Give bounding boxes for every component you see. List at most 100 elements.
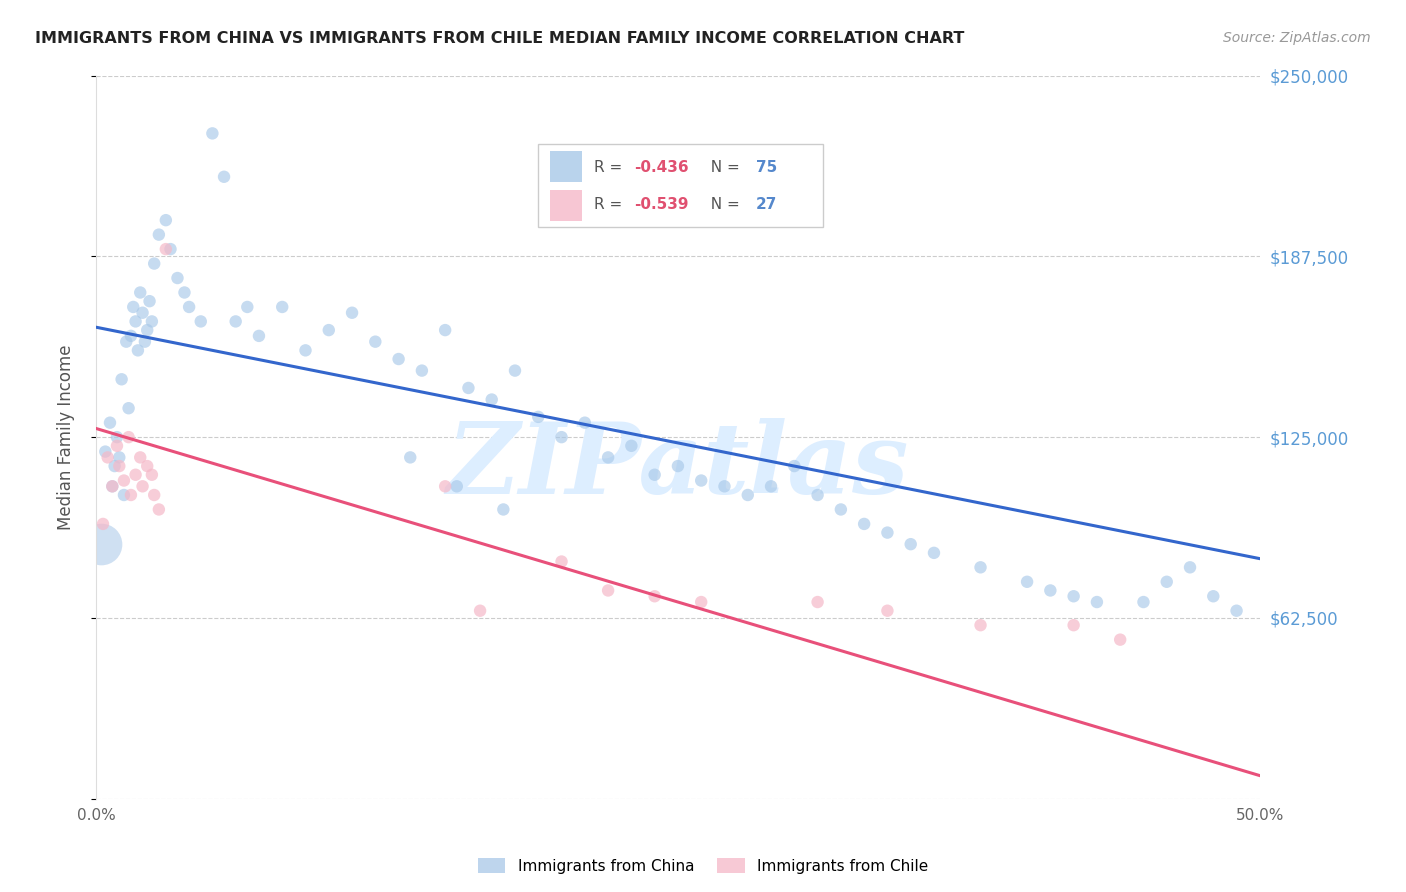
Point [340, 306, 363, 320]
Point [876, 525, 898, 540]
Point [807, 595, 830, 609]
Point [129, 285, 152, 300]
FancyBboxPatch shape [550, 152, 582, 182]
Point [236, 300, 259, 314]
Point [1063, 618, 1085, 632]
Point [713, 479, 735, 493]
Point [122, 300, 145, 314]
Point [141, 467, 163, 482]
Point [138, 294, 160, 309]
Point [1178, 560, 1201, 574]
Text: Source: ZipAtlas.com: Source: ZipAtlas.com [1223, 31, 1371, 45]
Point [131, 306, 153, 320]
Point [117, 430, 139, 444]
Point [783, 458, 806, 473]
Point [159, 242, 181, 256]
Point [90, 537, 112, 551]
Point [759, 479, 782, 493]
Point [173, 285, 195, 300]
Point [598, 583, 620, 598]
Text: IMMIGRANTS FROM CHINA VS IMMIGRANTS FROM CHILE MEDIAN FAMILY INCOME CORRELATION : IMMIGRANTS FROM CHINA VS IMMIGRANTS FROM… [35, 31, 965, 46]
Point [148, 502, 170, 516]
Point [143, 488, 166, 502]
Point [900, 537, 922, 551]
Text: -0.436: -0.436 [634, 160, 689, 175]
Text: R =: R = [595, 160, 627, 175]
Point [143, 256, 166, 270]
Point [105, 430, 128, 444]
Point [225, 314, 247, 328]
Point [969, 618, 991, 632]
Point [94, 444, 117, 458]
Point [166, 271, 188, 285]
Text: N =: N = [702, 197, 745, 212]
Point [830, 502, 852, 516]
Point [690, 595, 713, 609]
Point [388, 351, 411, 366]
Point [212, 169, 235, 184]
Point [1109, 632, 1132, 647]
Point [247, 329, 270, 343]
Point [148, 227, 170, 242]
Point [446, 479, 468, 493]
Point [179, 300, 201, 314]
Point [120, 329, 142, 343]
Point [104, 458, 127, 473]
Point [644, 589, 666, 603]
Point [598, 450, 620, 465]
Point [108, 450, 131, 465]
Point [155, 242, 177, 256]
Legend: Immigrants from China, Immigrants from Chile: Immigrants from China, Immigrants from C… [472, 852, 934, 880]
Text: N =: N = [702, 160, 745, 175]
Point [271, 300, 294, 314]
Point [124, 467, 146, 482]
Point [127, 343, 149, 358]
Point [318, 323, 340, 337]
Text: ZIPatlas: ZIPatlas [447, 417, 910, 515]
FancyBboxPatch shape [538, 145, 824, 227]
Point [644, 467, 666, 482]
Point [112, 488, 135, 502]
Point [922, 546, 945, 560]
Point [141, 314, 163, 328]
Point [1063, 589, 1085, 603]
Point [112, 474, 135, 488]
Point [411, 363, 433, 377]
Point [457, 381, 479, 395]
Point [201, 127, 224, 141]
Point [1156, 574, 1178, 589]
Text: R =: R = [595, 197, 627, 212]
Point [98, 416, 121, 430]
Point [1202, 589, 1225, 603]
Point [91, 516, 114, 531]
Point [97, 450, 120, 465]
Point [876, 604, 898, 618]
Point [108, 458, 131, 473]
Point [120, 488, 142, 502]
Point [101, 479, 124, 493]
Point [131, 479, 153, 493]
Point [136, 458, 159, 473]
Point [105, 439, 128, 453]
Point [110, 372, 132, 386]
Point [1039, 583, 1062, 598]
Text: 27: 27 [756, 197, 778, 212]
Point [807, 488, 830, 502]
Point [1225, 604, 1247, 618]
Point [434, 479, 457, 493]
Point [969, 560, 991, 574]
Point [1132, 595, 1154, 609]
Point [481, 392, 503, 407]
Point [115, 334, 138, 349]
Point [117, 401, 139, 416]
Point [136, 323, 159, 337]
Point [155, 213, 177, 227]
Point [527, 409, 550, 424]
Point [101, 479, 124, 493]
Point [134, 334, 156, 349]
Point [492, 502, 515, 516]
Point [1085, 595, 1108, 609]
Point [399, 450, 422, 465]
Point [620, 439, 643, 453]
Text: -0.539: -0.539 [634, 197, 688, 212]
